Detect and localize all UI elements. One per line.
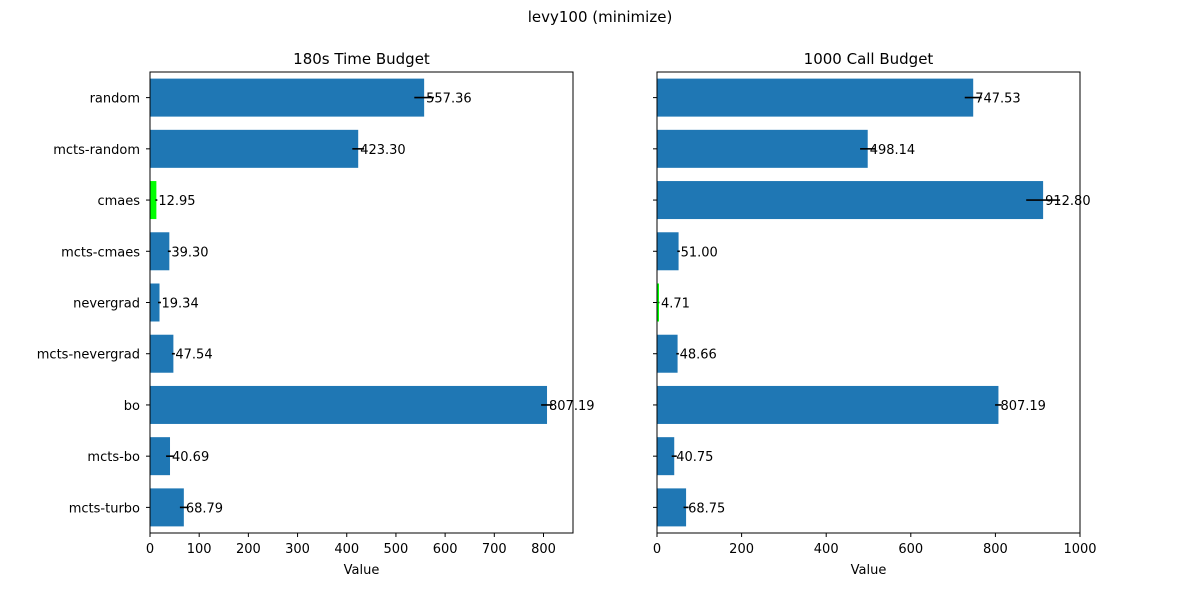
xtick-label: 200 bbox=[236, 542, 261, 557]
value-label-mcts-bo: 40.75 bbox=[676, 450, 713, 465]
axes-frame bbox=[656, 71, 1081, 534]
xtick-label: 800 bbox=[531, 542, 556, 557]
bar-bo bbox=[657, 385, 999, 424]
bar-mcts-bo bbox=[657, 437, 675, 476]
value-label-mcts-random: 423.30 bbox=[360, 143, 406, 158]
panel-title: 180s Time Budget bbox=[293, 50, 430, 68]
value-label-nevergrad: 4.71 bbox=[661, 297, 690, 312]
xtick-label: 100 bbox=[187, 542, 212, 557]
xtick-label: 400 bbox=[334, 542, 359, 557]
ytick-label-cmaes: cmaes bbox=[97, 194, 140, 209]
ytick-label-bo: bo bbox=[124, 399, 140, 414]
ytick-label-mcts-turbo: mcts-turbo bbox=[69, 501, 140, 516]
bar-mcts-nevergrad bbox=[150, 334, 174, 373]
bar-mcts-random bbox=[150, 129, 359, 168]
value-label-mcts-turbo: 68.79 bbox=[186, 501, 223, 516]
bar-random bbox=[150, 78, 425, 117]
xtick-label: 300 bbox=[285, 542, 310, 557]
bar-bo bbox=[150, 385, 548, 424]
value-label-mcts-nevergrad: 48.66 bbox=[680, 348, 717, 363]
bar-cmaes bbox=[150, 181, 157, 220]
value-label-cmaes: 12.95 bbox=[158, 194, 195, 209]
xtick-label: 200 bbox=[729, 542, 754, 557]
xtick-label: 0 bbox=[146, 542, 154, 557]
xtick-label: 1000 bbox=[1063, 542, 1096, 557]
ytick-label-mcts-nevergrad: mcts-nevergrad bbox=[37, 348, 140, 363]
bar-cmaes bbox=[657, 181, 1044, 220]
panel-title: 1000 Call Budget bbox=[804, 50, 934, 68]
value-label-mcts-cmaes: 39.30 bbox=[171, 245, 208, 260]
x-axis-label: Value bbox=[344, 563, 380, 578]
xtick-label: 400 bbox=[814, 542, 839, 557]
value-label-random: 557.36 bbox=[426, 92, 472, 107]
xtick-label: 600 bbox=[433, 542, 458, 557]
value-label-cmaes: 912.80 bbox=[1045, 194, 1091, 209]
ytick-label-mcts-random: mcts-random bbox=[53, 143, 140, 158]
bar-mcts-cmaes bbox=[150, 232, 170, 271]
ytick-label-random: random bbox=[90, 92, 140, 107]
bar-mcts-cmaes bbox=[657, 232, 679, 271]
figure-suptitle: levy100 (minimize) bbox=[527, 8, 673, 26]
bar-mcts-turbo bbox=[150, 488, 184, 527]
xtick-label: 500 bbox=[384, 542, 409, 557]
xtick-label: 700 bbox=[482, 542, 507, 557]
axes-frame bbox=[149, 71, 574, 534]
value-label-mcts-cmaes: 51.00 bbox=[681, 245, 718, 260]
bar-nevergrad bbox=[657, 283, 659, 322]
value-label-bo: 807.19 bbox=[1000, 399, 1046, 414]
x-axis-label: Value bbox=[851, 563, 887, 578]
bar-mcts-nevergrad bbox=[657, 334, 678, 373]
bar-random bbox=[657, 78, 974, 117]
bar-mcts-turbo bbox=[657, 488, 687, 527]
bar-mcts-bo bbox=[150, 437, 171, 476]
value-label-bo: 807.19 bbox=[549, 399, 595, 414]
value-label-nevergrad: 19.34 bbox=[162, 297, 199, 312]
ytick-label-mcts-bo: mcts-bo bbox=[87, 450, 140, 465]
value-label-mcts-bo: 40.69 bbox=[172, 450, 209, 465]
value-label-mcts-turbo: 68.75 bbox=[688, 501, 725, 516]
xtick-label: 0 bbox=[653, 542, 661, 557]
xtick-label: 600 bbox=[898, 542, 923, 557]
bar-mcts-random bbox=[657, 129, 868, 168]
ytick-label-nevergrad: nevergrad bbox=[73, 297, 140, 312]
value-label-random: 747.53 bbox=[975, 92, 1021, 107]
value-label-mcts-nevergrad: 47.54 bbox=[175, 348, 212, 363]
ytick-label-mcts-cmaes: mcts-cmaes bbox=[61, 245, 140, 260]
bar-nevergrad bbox=[150, 283, 160, 322]
xtick-label: 800 bbox=[983, 542, 1008, 557]
value-label-mcts-random: 498.14 bbox=[870, 143, 916, 158]
